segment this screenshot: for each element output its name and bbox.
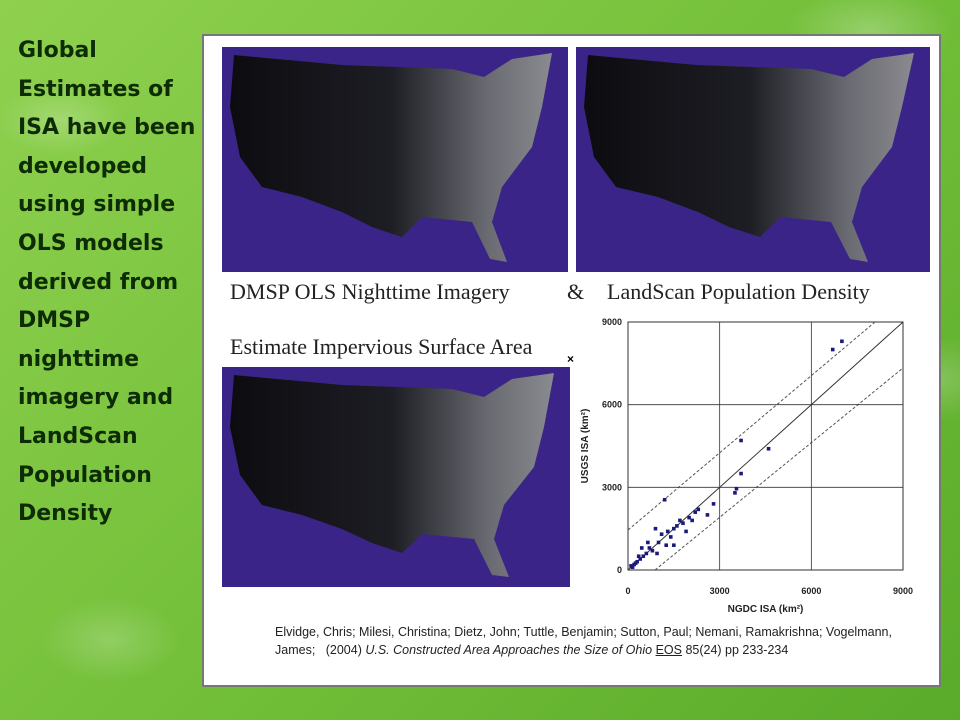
- point: [650, 548, 655, 553]
- point: [668, 535, 673, 539]
- point: [662, 497, 667, 502]
- point: [633, 561, 638, 565]
- point: [675, 524, 679, 528]
- point: [639, 546, 644, 550]
- point: [629, 564, 633, 568]
- y-axis-label: USGS ISA (km²): [580, 409, 591, 484]
- authors: Elvidge, Chris; Milesi, Christina; Dietz…: [275, 625, 892, 657]
- point: [636, 554, 641, 559]
- point: [647, 546, 652, 550]
- y-tick-label: 6000: [602, 400, 622, 410]
- point: [655, 551, 659, 556]
- point: [641, 554, 646, 559]
- map: [222, 47, 568, 272]
- x-tick-label: 3000: [710, 586, 730, 596]
- point: [664, 543, 668, 547]
- point: [678, 518, 682, 523]
- y-tick-label: 0: [617, 565, 622, 575]
- x-tick-label: 6000: [801, 586, 821, 596]
- x-tick-label: 0: [625, 586, 630, 596]
- point: [672, 543, 676, 547]
- journal: EOS: [655, 643, 682, 657]
- point: [830, 347, 835, 352]
- close-icon: ×: [567, 352, 574, 366]
- caption: DMSP OLS Nighttime Imagery: [230, 279, 510, 304]
- point: [644, 551, 649, 556]
- point: [693, 510, 698, 514]
- point: [672, 526, 676, 531]
- slide-text: Global Estimates of ISA have been develo…: [18, 38, 196, 527]
- point: [705, 513, 710, 517]
- point: [739, 471, 743, 476]
- map: [576, 47, 930, 272]
- point: [840, 339, 844, 344]
- caption: &: [567, 279, 584, 304]
- map: [222, 367, 570, 587]
- x-axis-label: NGDC ISA (km²): [728, 604, 804, 615]
- point: [684, 529, 688, 534]
- point: [659, 532, 664, 536]
- caption: Estimate Impervious Surface Area: [230, 334, 533, 359]
- y-tick-label: 9000: [602, 317, 622, 327]
- point: [734, 486, 739, 491]
- point: [681, 521, 685, 525]
- bound-line: [627, 321, 876, 531]
- point: [739, 438, 743, 443]
- point: [766, 446, 771, 451]
- point: [646, 540, 650, 545]
- issue: 85(24) pp 233-234: [685, 643, 789, 657]
- caption: LandScan Population Density: [607, 279, 870, 304]
- scatter-plot: 0 3000 6000 9000 0 3000 6000 9000 NGDC ISA (km²)…: [580, 317, 913, 615]
- point: [653, 526, 658, 531]
- point: [711, 502, 716, 506]
- point: [656, 540, 661, 545]
- y-tick-label: 3000: [602, 482, 622, 492]
- paper-title: U.S. Constructed Area Approaches the Siz…: [365, 643, 653, 657]
- point: [696, 507, 701, 512]
- bound-line: [654, 367, 904, 571]
- point: [687, 515, 691, 520]
- x-tick-label: 9000: [893, 586, 913, 596]
- point: [665, 529, 670, 534]
- point: [733, 491, 737, 495]
- citation: Elvidge, Chris; Milesi, Christina; Dietz…: [275, 623, 895, 659]
- point: [638, 557, 643, 561]
- point: [690, 518, 694, 523]
- year: (2004): [325, 643, 362, 657]
